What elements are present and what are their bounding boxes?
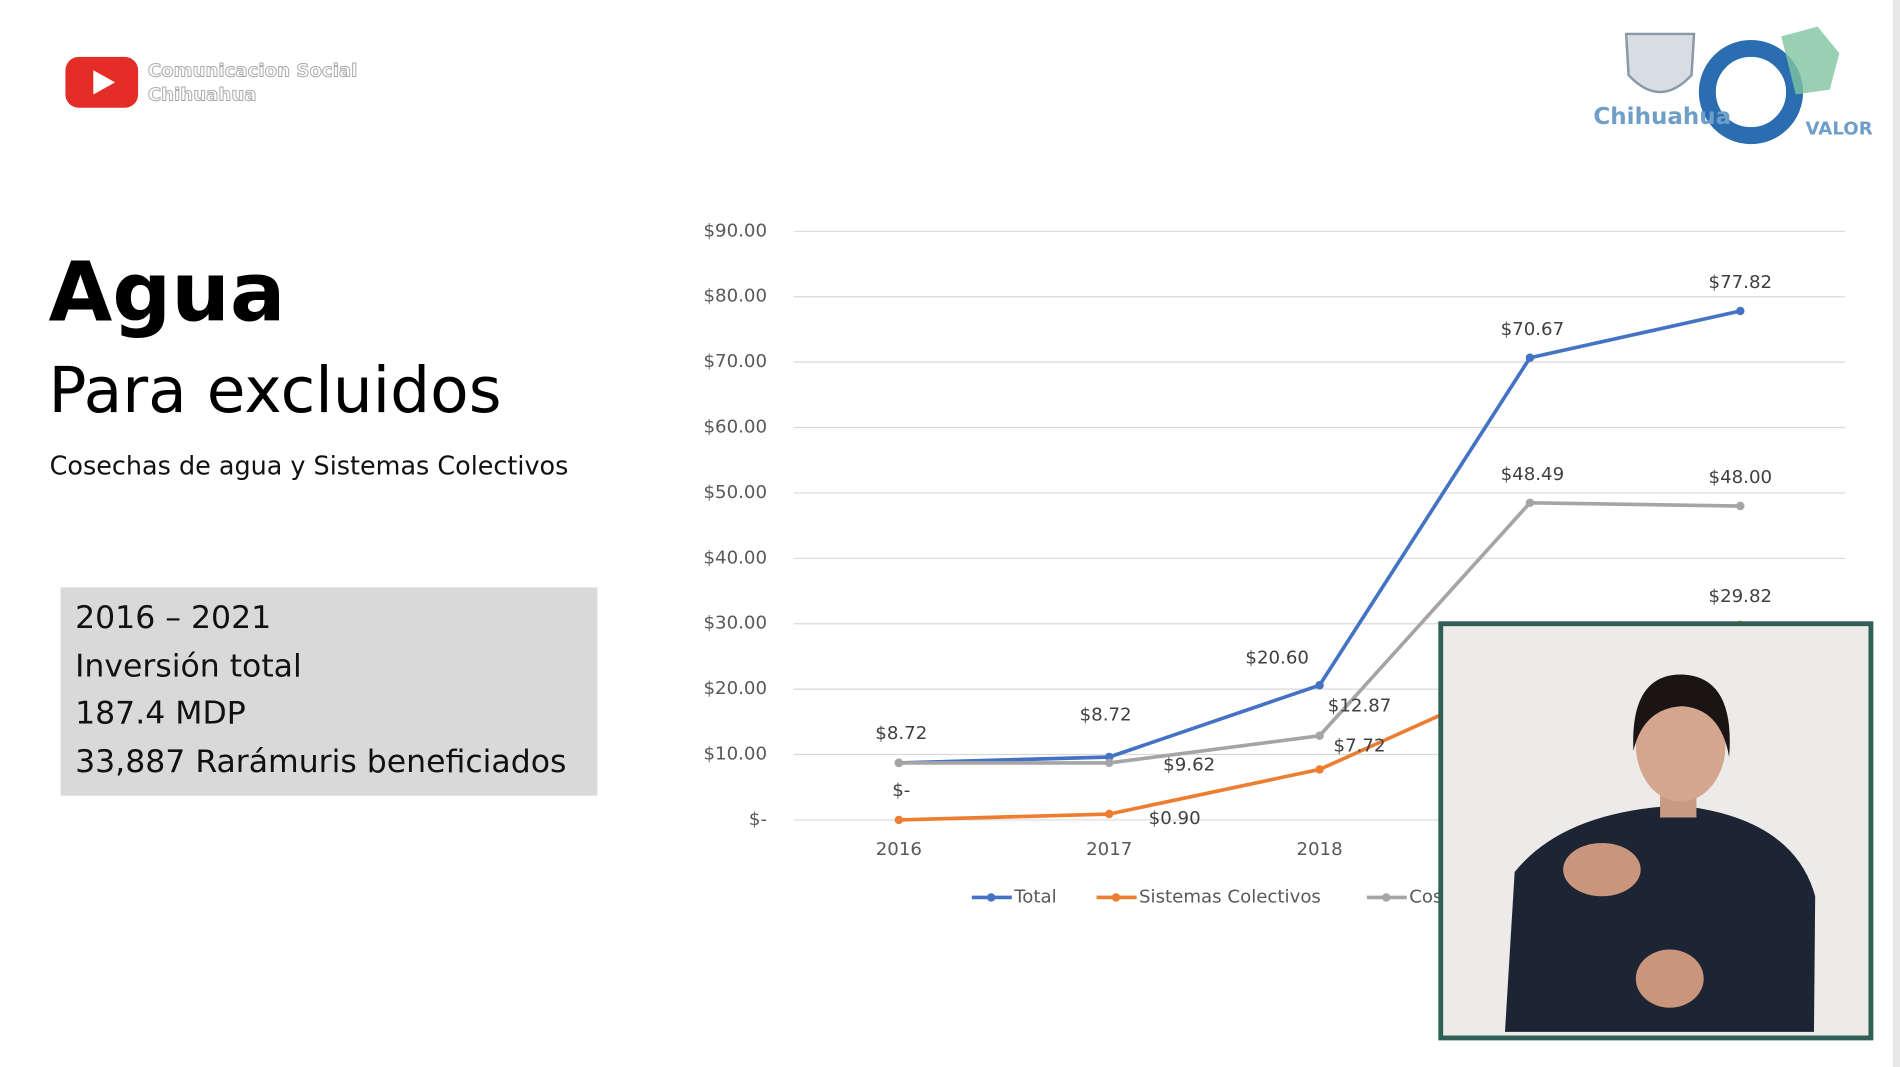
y-tick-label: $70.00 xyxy=(703,351,767,372)
video-overlay xyxy=(1438,621,1874,1041)
data-point xyxy=(1525,498,1535,508)
data-label: $48.49 xyxy=(1501,464,1565,485)
data-label: $- xyxy=(892,780,910,801)
x-tick-label: 2018 xyxy=(1296,839,1342,860)
y-tick-label: $40.00 xyxy=(703,547,767,568)
y-tick-label: $90.00 xyxy=(703,220,767,241)
slide-subtitle: Para excluidos xyxy=(48,354,501,427)
x-tick-label: 2016 xyxy=(876,839,922,860)
y-tick-label: $30.00 xyxy=(703,613,767,634)
data-label: $7.72 xyxy=(1334,735,1386,756)
data-label: $29.82 xyxy=(1709,586,1773,607)
info-box xyxy=(60,587,598,796)
legend-label: Total xyxy=(1013,886,1056,907)
logo-text: VALOR xyxy=(1805,119,1872,140)
info-line: Inversión total xyxy=(75,648,302,684)
data-point xyxy=(894,758,904,768)
y-tick-label: $20.00 xyxy=(703,678,767,699)
data-label: $20.60 xyxy=(1245,648,1309,669)
person-hair xyxy=(1633,674,1730,757)
data-label: $8.72 xyxy=(1080,705,1132,726)
channel-name: Comunicacion Social xyxy=(148,60,358,81)
info-line: 2016 – 2021 xyxy=(75,600,271,636)
y-tick-label: $- xyxy=(749,809,767,830)
data-label: $9.62 xyxy=(1163,754,1215,775)
y-tick-label: $10.00 xyxy=(703,744,767,765)
legend-label: Sistemas Colectivos xyxy=(1139,886,1321,907)
legend-marker xyxy=(1381,893,1391,902)
data-label: $12.87 xyxy=(1328,696,1392,717)
data-point xyxy=(1736,501,1745,511)
data-point xyxy=(1315,680,1324,690)
data-point xyxy=(1104,752,1114,762)
data-label: $8.72 xyxy=(875,723,927,744)
y-tick-label: $50.00 xyxy=(703,482,767,503)
y-tick-label: $80.00 xyxy=(703,286,767,307)
crest xyxy=(1624,32,1696,94)
slide-description: Cosechas de agua y Sistemas Colectivos xyxy=(50,450,569,480)
data-label: $77.82 xyxy=(1709,272,1773,293)
info-line: 33,887 Rarámuris beneficiados xyxy=(75,744,566,780)
person-hand xyxy=(1563,842,1641,897)
person-face xyxy=(1635,687,1726,802)
legend-marker xyxy=(1111,893,1121,902)
legend-marker xyxy=(986,893,996,902)
logo-ring xyxy=(1698,39,1804,145)
play-icon xyxy=(93,70,116,95)
x-tick-label: 2017 xyxy=(1086,839,1132,860)
slide-title: Agua xyxy=(48,245,285,340)
data-point xyxy=(1315,765,1324,774)
logo-map xyxy=(1781,26,1840,95)
channel-name: Chihuahua xyxy=(148,85,257,106)
data-point xyxy=(1525,353,1535,362)
data-point xyxy=(1736,306,1745,316)
data-point xyxy=(1104,758,1114,768)
data-label: $70.67 xyxy=(1501,319,1565,340)
person-hand xyxy=(1635,949,1704,1008)
y-tick-label: $60.00 xyxy=(703,417,767,438)
edge xyxy=(1892,0,1900,1067)
logo-text: Chihuahua xyxy=(1593,104,1731,130)
info-line: 187.4 MDP xyxy=(75,696,246,732)
data-label: $0.90 xyxy=(1149,808,1201,829)
data-label: $48.00 xyxy=(1709,467,1773,488)
data-point xyxy=(1315,731,1324,740)
data-point xyxy=(894,815,904,825)
data-point xyxy=(1104,809,1114,819)
chart: $- $10.00 $20.00 $30.00 $40.00 $50.00 $60.00 $7… xyxy=(703,220,1846,907)
